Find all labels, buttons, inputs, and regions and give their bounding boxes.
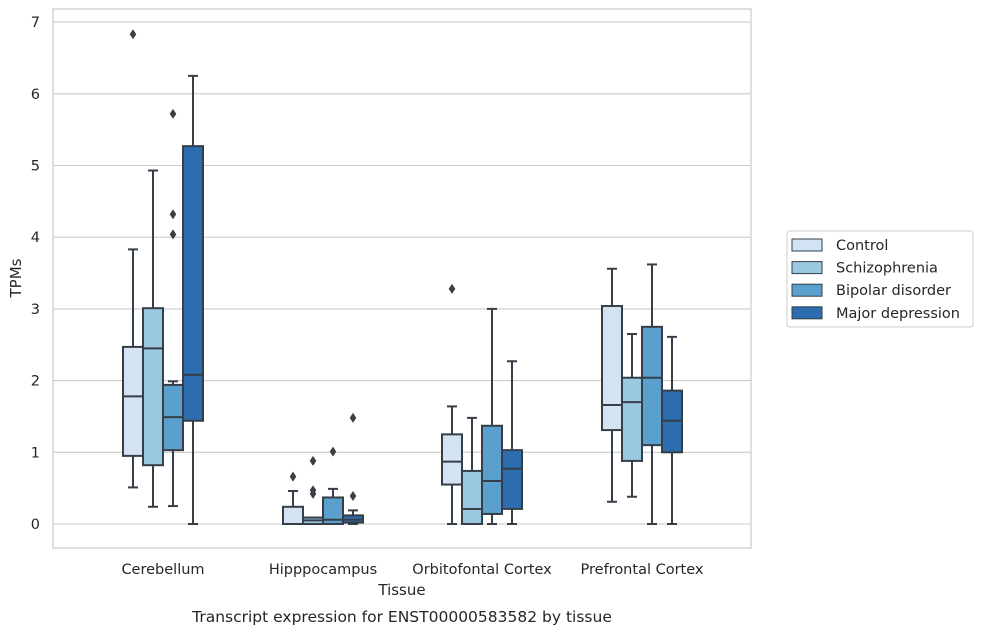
y-axis-label: TPMs bbox=[7, 258, 25, 298]
outlier-point bbox=[448, 283, 456, 294]
box-3-2 bbox=[501, 360, 523, 525]
outlier-point bbox=[169, 209, 177, 220]
box-iqr bbox=[182, 145, 204, 422]
box-iqr bbox=[282, 505, 304, 525]
outlier-point bbox=[349, 491, 357, 502]
box-0-2 bbox=[441, 283, 463, 525]
outlier-point bbox=[129, 29, 137, 40]
box-0-0 bbox=[122, 29, 144, 489]
y-tick-labels: 0 1 2 3 4 5 6 7 bbox=[31, 15, 40, 533]
outlier-point bbox=[309, 455, 317, 466]
outlier-point bbox=[169, 229, 177, 240]
box-2-3 bbox=[641, 263, 663, 525]
box-0-3 bbox=[601, 267, 623, 503]
y-tick-label: 7 bbox=[31, 15, 40, 31]
legend-swatch bbox=[791, 283, 823, 297]
x-tick-labels: Cerebellum Hipppocampus Orbitofontal Corte… bbox=[121, 562, 703, 578]
plot-frame bbox=[52, 8, 752, 549]
box-1-0 bbox=[142, 169, 164, 508]
legend: Control Schizophrenia Bipolar disorder Majo… bbox=[786, 230, 974, 328]
legend-label: Major depression bbox=[836, 306, 960, 322]
box-2-1 bbox=[322, 446, 344, 526]
box-iqr bbox=[461, 469, 483, 525]
box-3-3 bbox=[661, 335, 683, 525]
x-tick-label: Hipppocampus bbox=[269, 562, 377, 578]
x-tick-label: Prefrontal Cortex bbox=[581, 562, 704, 578]
y-tick-label: 0 bbox=[31, 517, 40, 533]
box-iqr bbox=[322, 496, 344, 526]
x-tick-label: Orbitofontal Cortex bbox=[412, 562, 552, 578]
plot-area bbox=[122, 29, 683, 526]
box-iqr bbox=[601, 305, 623, 432]
y-tick-label: 6 bbox=[31, 87, 40, 103]
y-tick-label: 1 bbox=[31, 445, 40, 461]
outlier-point bbox=[169, 108, 177, 119]
legend-swatch bbox=[791, 261, 823, 275]
outlier-point bbox=[329, 446, 337, 457]
box-iqr bbox=[481, 424, 503, 515]
box-3-0 bbox=[182, 74, 204, 525]
legend-label: Bipolar disorder bbox=[836, 283, 951, 299]
outlier-point bbox=[309, 485, 317, 496]
y-tick-label: 5 bbox=[31, 159, 40, 175]
chart-title: Transcript expression for ENST0000058358… bbox=[191, 608, 612, 626]
x-tick-label: Cerebellum bbox=[121, 562, 204, 578]
box-iqr bbox=[641, 325, 663, 447]
legend-label: Schizophrenia bbox=[836, 261, 938, 277]
box-iqr bbox=[501, 449, 523, 510]
box-iqr bbox=[621, 376, 643, 462]
box-0-1 bbox=[282, 471, 304, 525]
box-1-3 bbox=[621, 332, 643, 498]
y-tick-label: 3 bbox=[31, 302, 40, 318]
outlier-point bbox=[289, 471, 297, 482]
outlier-point bbox=[349, 412, 357, 423]
box-iqr bbox=[122, 345, 144, 457]
box-iqr bbox=[142, 307, 164, 467]
x-axis-label: Tissue bbox=[377, 581, 425, 599]
legend-swatch bbox=[791, 238, 823, 252]
legend-frame bbox=[786, 230, 974, 328]
y-tick-label: 2 bbox=[31, 374, 40, 390]
legend-label: Control bbox=[836, 238, 888, 254]
legend-swatch bbox=[791, 306, 823, 320]
y-tick-label: 4 bbox=[31, 230, 40, 246]
box-2-0 bbox=[162, 108, 184, 508]
box-3-1 bbox=[342, 412, 364, 525]
box-iqr bbox=[441, 433, 463, 486]
box-2-2 bbox=[481, 307, 503, 525]
